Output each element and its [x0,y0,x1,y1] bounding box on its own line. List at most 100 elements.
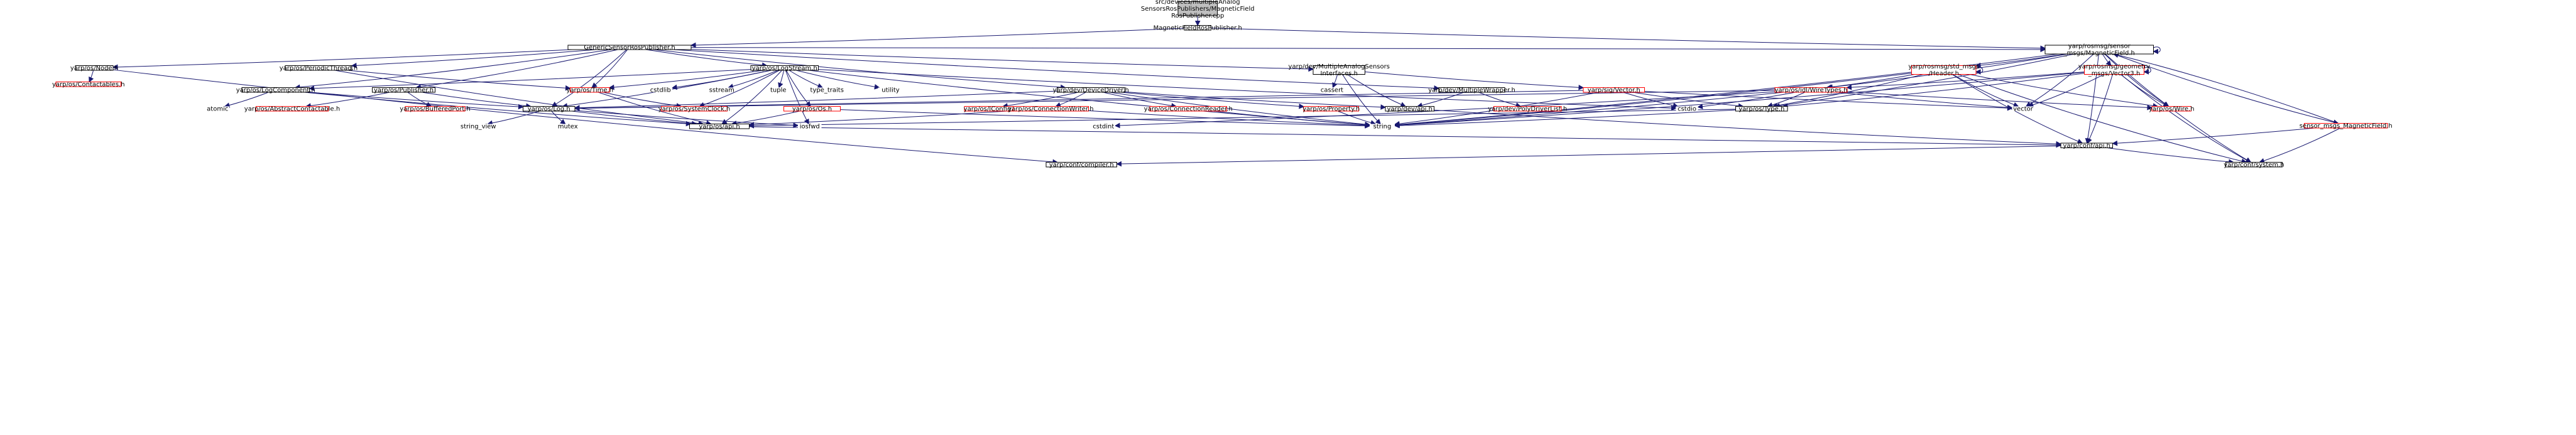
edge-rosmag-to-ostype [1774,53,2075,109]
node-os[interactable]: yarp/os/Os.h [783,105,841,112]
node-confapi[interactable]: yarp/conf/api.h [2060,142,2113,149]
edge-smmag-to-confapi [2112,127,2315,146]
node-label-line: yarp/os/Contactables.h [52,81,125,88]
node-smmag[interactable]: sensor_msgs_MagneticField.h [2300,122,2393,129]
node-label-line: cstdint [1093,123,1114,130]
edge-logcomp-to-log [309,92,524,110]
node-label-line: _msgs/MagneticField.h [2063,50,2135,57]
node-system[interactable]: yarp/conf/system.h [2224,161,2284,168]
node-logcomp[interactable]: yarp/os/LogComponent.h [236,87,315,94]
node-rosmag[interactable]: yarp/rosmsg/sensor_msgs/MagneticField.h [2044,43,2154,57]
node-compiler[interactable]: yarp/conf/compiler.h [1045,161,1117,168]
node-label-line: utility [881,87,900,94]
node-header[interactable]: yarp/rosmsg/std_msgs/Header.h [1908,63,1979,77]
node-box [1313,65,1365,75]
node-box [2060,142,2113,148]
node-gsrp[interactable]: GenericSensorRosPublisher.h [567,45,692,51]
node-label-line: yarp/rosmsg/geometry [2078,63,2150,70]
node-box [570,87,610,93]
node-periodic[interactable]: yarp/os/PeriodicThread.h [280,65,358,72]
node-label-line: sensor_msgs_MagneticField.h [2300,122,2393,129]
node-sigvector[interactable]: yarp/sig/Vector.h [1583,87,1645,94]
node-label-line: RosPublisher.cpp [1171,13,1224,19]
node-abscont[interactable]: yarp/os/AbstractContactable.h [244,105,340,112]
node-box [1091,124,1115,129]
node-label-line: yarp/os/SystemClock.h [658,105,731,112]
node-label-line: yarp/os/PeriodicThread.h [280,65,358,72]
node-label-line: yarp/conf/compiler.h [1049,161,1114,168]
node-vector: vector [2012,105,2034,112]
node-box [1303,106,1359,112]
node-label-line: yarp/sig/Vector.h [1588,87,1640,94]
node-label-line: yarp/os/Property.h [1302,105,1360,112]
edge-gsrp-to-logstream [646,49,768,68]
node-label-line: yarp/conf/system.h [2224,161,2284,168]
edge-wiretypes-to-vector [1837,92,2013,110]
node-node[interactable]: yarp/os/Node.h [70,65,118,72]
node-devdriver[interactable]: yarp/dev/DeviceDriver.h [1053,87,1129,94]
node-devapi[interactable]: yarp/dev/api.h [1385,105,1434,112]
node-typetraits: type_traits [809,87,845,94]
node-mfrp[interactable]: MagneticFieldRosPublisher.h [1154,24,1242,31]
edge-log-to-mutex [551,110,566,125]
node-wiretypes[interactable]: yarp/os/idl/WireTypes.h [1774,87,1847,94]
node-label-line: yarp/os/BufferedPort.h [400,105,471,112]
node-label-line: _msgs/Vector3.h [2088,70,2141,77]
node-label-line: yarp/dev/MultipleWrapper.h [1428,87,1515,94]
node-label-line: cstdio [1678,105,1696,112]
node-label-line: yarp/os/ConnectionReader.h [1144,105,1233,112]
node-box [567,45,692,50]
node-vector3[interactable]: yarp/rosmsg/geometry_msgs/Vector3.h [2078,63,2150,77]
node-connwriter[interactable]: yarp/os/ConnectionWriter.h [1008,105,1093,112]
node-cstdint: cstdint [1091,123,1115,130]
node-box [2012,106,2034,111]
node-box [523,106,576,112]
node-publisher[interactable]: yarp/os/Publisher.h [372,87,435,94]
node-connreader[interactable]: yarp/os/ConnectionReader.h [1144,105,1233,112]
node-box [768,87,789,92]
node-osapi[interactable]: yarp/os/api.h [689,123,750,130]
node-label-line: vector [2013,105,2034,112]
node-label-line: yarp/dev/PolyDriverList.h [1488,105,1567,112]
node-logstream[interactable]: yarp/os/LogStream.h [750,65,819,72]
node-box [661,106,728,112]
node-box [1057,87,1125,93]
node-property[interactable]: yarp/os/Property.h [1302,105,1360,112]
node-masi[interactable]: yarp/dev/MultipleAnalogSensorsInterfaces… [1289,63,1390,77]
node-wire[interactable]: yarp/os/Wire.h [2149,105,2195,112]
node-sysclock[interactable]: yarp/os/SystemClock.h [658,105,731,112]
node-box [1149,106,1227,112]
node-mwrapper[interactable]: yarp/dev/MultipleWrapper.h [1428,87,1515,94]
node-iosfwd: iosfwd [798,123,822,130]
node-box [710,87,734,92]
edge-mfrp-to-gsrp [690,28,1185,48]
node-label-line: yarp/os/Os.h [792,105,832,112]
edge-masi-to-devapi [1346,74,1406,107]
node-log[interactable]: yarp/os/Log.h [523,105,576,112]
node-box [256,106,329,112]
node-label-line: iosfwd [800,123,820,130]
edge-logstream-to-sstream [728,70,778,89]
node-ostype[interactable]: yarp/os/Type.h [1735,105,1788,112]
node-label-line: cassert [1321,87,1343,94]
node-box [556,124,580,129]
node-label-line: src/devices/multipleAnalog [1155,0,1240,6]
edge-vector3-to-vector [2028,74,2104,108]
node-box [809,87,845,92]
node-label-line: yarp/conf/api.h [2063,142,2111,149]
edge-vector3-to-wire [2120,74,2169,107]
node-label-line: yarp/os/AbstractContactable.h [244,105,340,112]
node-label-line: yarp/rosmsg/std_msgs [1908,63,1979,70]
node-cassert: cassert [1321,87,1343,94]
node-box [2084,65,2144,75]
node-contactables[interactable]: yarp/os/Contactables.h [52,81,125,88]
node-label-line: yarp/os/LogComponent.h [236,87,315,94]
node-time[interactable]: yarp/os/Time.h [566,87,613,94]
node-polydriver[interactable]: yarp/dev/PolyDriverList.h [1488,105,1567,112]
node-box [2304,123,2388,129]
node-label-line: atomic [207,105,228,112]
node-box [1370,124,1395,129]
node-bufport[interactable]: yarp/os/BufferedPort.h [400,105,471,112]
edge-vector3-to-vector3 [2143,67,2151,75]
